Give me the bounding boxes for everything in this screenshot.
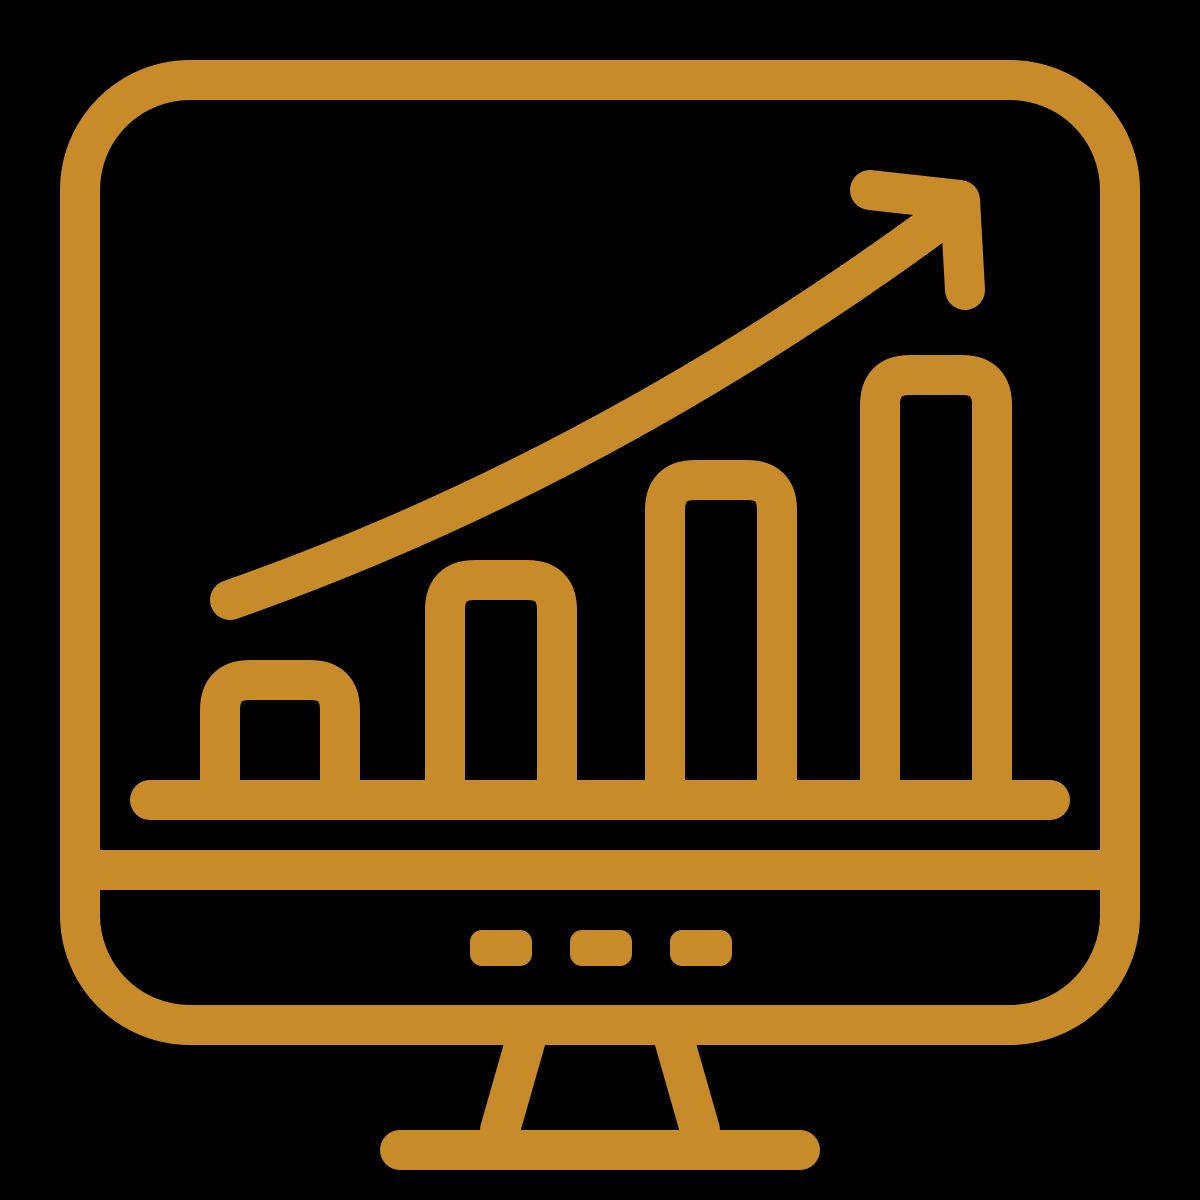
monitor-growth-chart-icon <box>0 0 1200 1200</box>
